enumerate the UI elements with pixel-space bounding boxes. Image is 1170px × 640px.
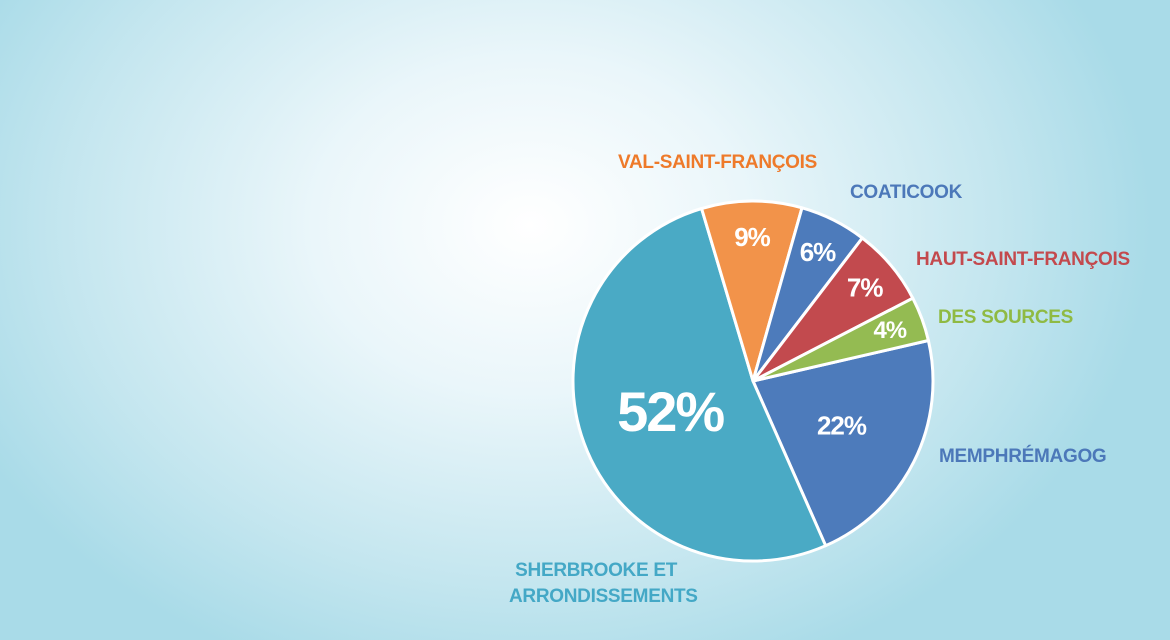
pie-slice-sherbrooke-et-arrondissements [571,207,828,563]
pie-value-label-coaticook: 6% [800,237,836,267]
pie-value-label-des-sources: 4% [873,317,906,344]
label-sherbrooke-line-1: SHERBROOKE ET [515,560,677,581]
label-sherbrooke: SHERBROOKE ET ARRONDISSEMENTS [509,558,698,610]
label-haut-saint-francois: HAUT-SAINT-FRANÇOIS [916,249,1130,270]
pie-value-labels: 22% 52% 9% 6% 7% 4% [617,222,908,443]
label-coaticook: COATICOOK [850,182,962,203]
pie-slice-val-saint-francois [700,199,804,383]
label-sherbrooke-line-2: ARRONDISSEMENTS [509,586,698,607]
pie-slice-des-sources [751,296,930,383]
pie-value-label-memphremagog: 22% [817,410,867,440]
pie-slice-memphremagog [751,339,935,548]
pie-value-label-sherbrooke-et-arrondissements: 52% [617,380,724,443]
pie-slices [571,199,935,563]
pie-value-label-val-saint-francois: 9% [734,222,770,252]
label-des-sources: DES SOURCES [938,307,1074,328]
label-memphremagog: MEMPHRÉMAGOG [939,446,1107,467]
label-val-saint-francois: VAL-SAINT-FRANÇOIS [618,152,818,173]
pie-value-label-haut-saint-francois: 7% [847,272,883,302]
